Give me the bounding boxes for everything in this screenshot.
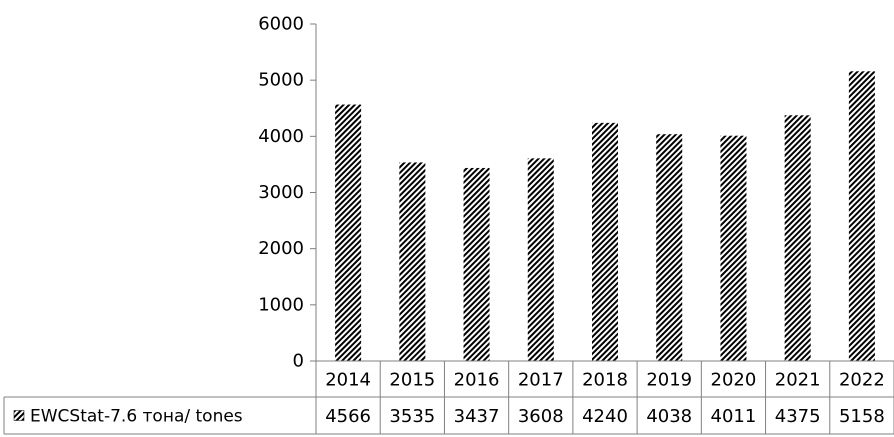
data-label: 4240 [582,406,628,427]
y-tick-label: 2000 [258,238,304,259]
bar-2021 [784,115,811,361]
y-tick-label: 6000 [258,14,304,35]
legend-key [13,410,25,421]
bar-2014 [335,104,362,361]
data-label: 3608 [518,406,564,427]
y-tick-label: 0 [293,351,304,372]
x-tick-label: 2014 [325,370,371,391]
x-tick-label: 2018 [582,370,628,391]
data-label: 3437 [454,406,500,427]
y-tick-label: 4000 [258,126,304,147]
bar-2018 [592,122,618,361]
x-tick-label: 2016 [454,370,500,391]
data-label: 4038 [646,406,692,427]
data-label: 3535 [389,406,435,427]
data-label: 4011 [711,406,757,427]
data-table: 2014 4566 2015 3535 2016 3437 2017 3608 2018 4240… [3,360,894,435]
y-tick-label: 1000 [258,294,304,315]
y-tick-label: 5000 [258,70,304,91]
legend-label: EWCStat-7.6 тона/ tones [30,407,243,427]
bar-2020 [720,135,747,361]
data-label: 5158 [839,406,885,427]
x-tick-label: 2021 [775,370,821,391]
y-tick-label: 3000 [258,182,304,203]
data-label: 4566 [325,406,371,427]
bars-group [335,71,875,362]
x-tick-label: 2019 [646,370,692,391]
data-label: 4375 [775,406,821,427]
x-tick-label: 2017 [518,370,564,391]
bar-2017 [527,158,554,361]
bar-2015 [399,162,426,361]
x-tick-label: 2015 [389,370,435,391]
bar-2016 [463,167,490,361]
bar-2019 [656,134,683,361]
x-tick-label: 2022 [839,370,885,391]
y-axis: 0 1000 2000 3000 4000 5000 6000 [258,14,317,372]
bar-2022 [848,71,875,362]
x-tick-label: 2020 [711,370,757,391]
